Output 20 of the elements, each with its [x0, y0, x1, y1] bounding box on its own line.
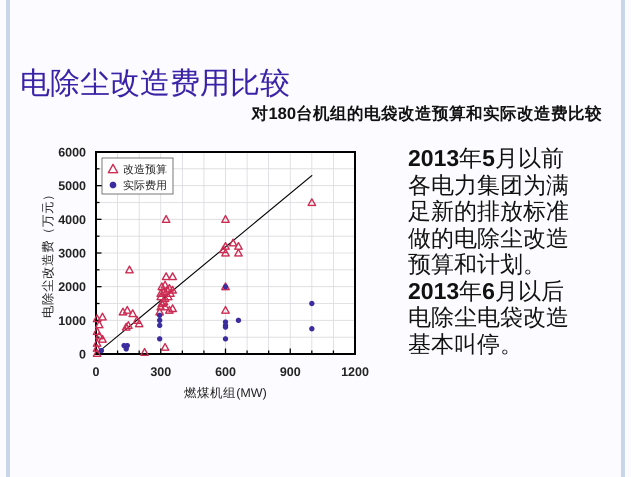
y-axis-title: 电除尘改造费（万元） [41, 188, 55, 318]
x-tick-label: 300 [150, 365, 172, 379]
x-tick-label: 1200 [341, 365, 369, 379]
y-tick-label: 0 [79, 348, 86, 362]
x-tick-label: 0 [92, 365, 100, 379]
y-tick-label: 5000 [58, 179, 86, 194]
y-tick-label: 1000 [58, 314, 86, 328]
x-axis-title: 燃煤机组(MW) [184, 386, 267, 400]
x-tick-label: 900 [280, 365, 301, 379]
y-tick-label: 2000 [58, 280, 86, 294]
y-tick-label: 6000 [58, 146, 86, 160]
y-tick-label: 4000 [58, 212, 86, 227]
text: 2013年6月以后电除尘电袋改造基本叫停。 [408, 278, 570, 357]
y-tick-label: 3000 [58, 246, 86, 260]
x-tick-label: 600 [215, 365, 236, 379]
text: 2013年5月以前各电力集团为满足新的排放标准做的电除尘改造预算和计划。 [408, 145, 570, 278]
legend-label: 实际费用 [123, 179, 167, 192]
legend-label: 改造预算 [123, 163, 167, 176]
chart-title: 电除尘改造费用比较 [20, 66, 290, 102]
text: 对180台机组的电袋改造预算和实际改造费比较 [251, 104, 602, 124]
